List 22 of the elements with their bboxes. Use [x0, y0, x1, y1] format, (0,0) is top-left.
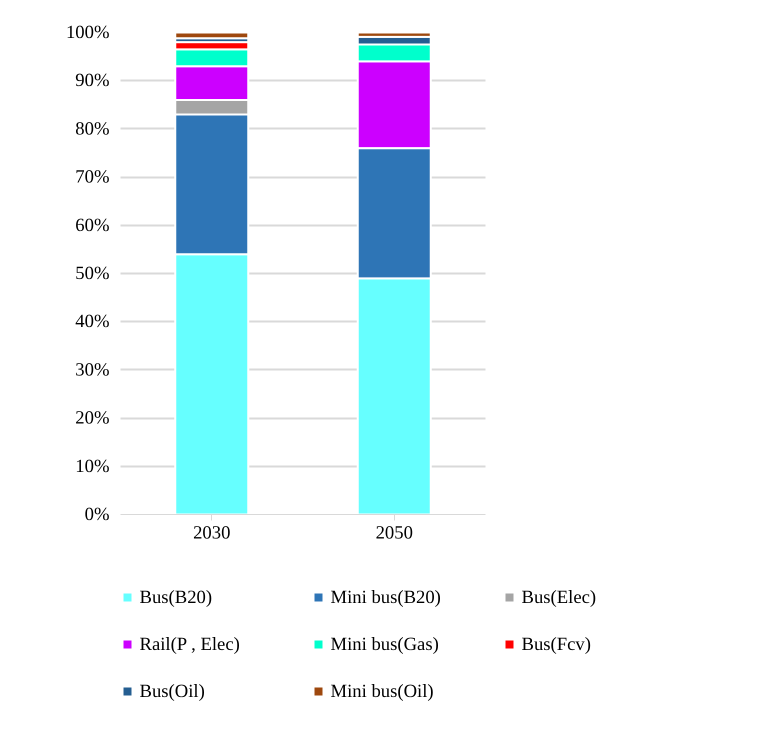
legend-label: Bus(Fcv) [522, 634, 591, 655]
x-tick-label: 2030 [193, 522, 230, 544]
legend-label: Rail(P , Elec) [140, 634, 240, 655]
y-tick-label: 0% [84, 504, 110, 525]
y-tick-label: 90% [75, 70, 110, 92]
legend-label: Bus(Oil) [140, 681, 205, 702]
legend-label: Bus(Elec) [522, 587, 596, 608]
y-tick-label: 50% [75, 263, 110, 284]
legend-label: Mini bus(Gas) [330, 634, 439, 655]
y-tick-label: 20% [75, 408, 110, 429]
x-tick-label: 2050 [376, 522, 413, 544]
y-tick-label: 60% [75, 214, 110, 236]
y-tick-label: 10% [75, 456, 110, 477]
y-tick-label: 100% [66, 22, 110, 43]
legend-label: Bus(B20) [140, 587, 212, 608]
bar [174, 32, 250, 40]
y-tick-label: 80% [75, 118, 110, 140]
y-tick-label: 30% [75, 359, 110, 380]
legend-label: Mini bus(Oil) [330, 681, 434, 702]
y-tick-label: 40% [75, 311, 110, 332]
legend-label: Mini bus(B20) [330, 587, 441, 608]
y-tick-label: 70% [75, 166, 110, 188]
